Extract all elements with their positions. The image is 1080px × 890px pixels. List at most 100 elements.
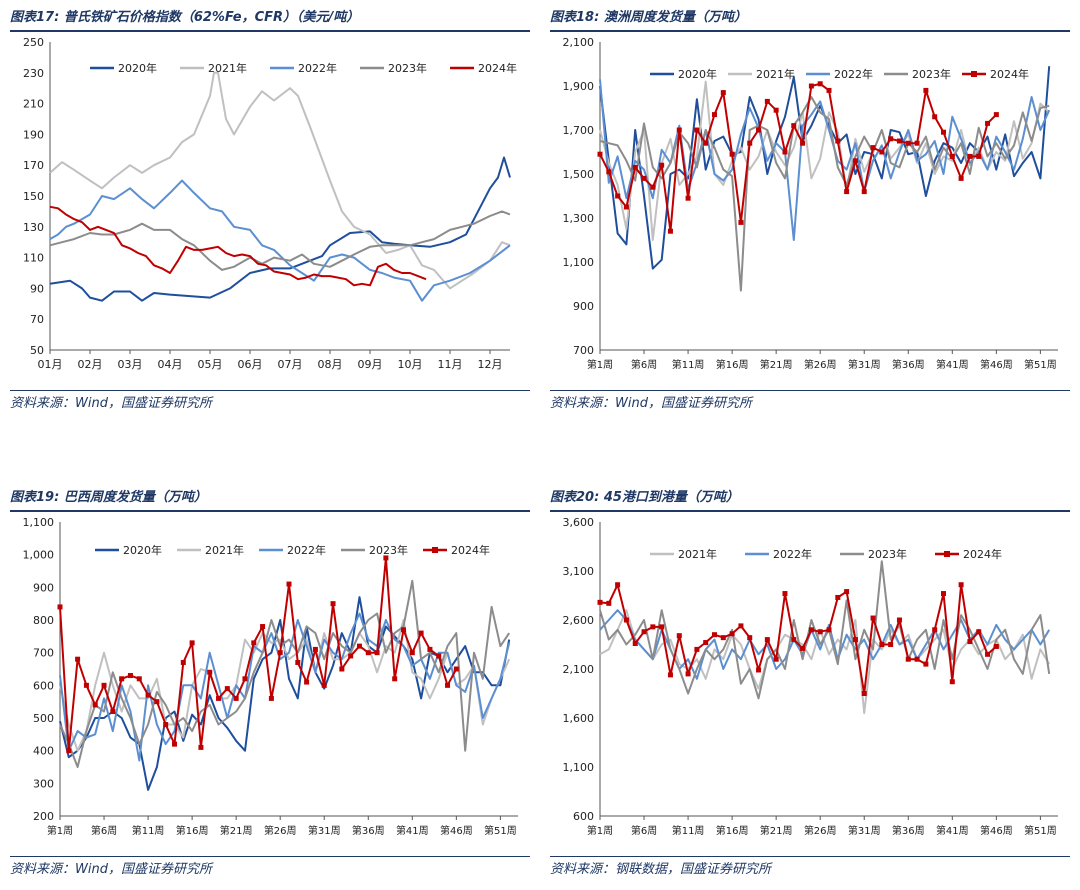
series-line-2021年: [49, 71, 511, 290]
series-point: [667, 672, 673, 678]
series-point: [747, 635, 753, 641]
series-point: [896, 617, 902, 623]
source-rule: [10, 390, 530, 391]
series-point: [383, 555, 389, 561]
legend-label: 2021年: [208, 61, 247, 75]
series-point: [409, 650, 415, 656]
series-point: [764, 98, 770, 104]
series-point: [976, 629, 982, 635]
y-tick-label: 3,100: [563, 565, 595, 578]
title-rule: [10, 30, 530, 32]
series-point: [703, 640, 709, 646]
y-tick-label: 250: [23, 36, 44, 49]
title-rule: [550, 30, 1070, 32]
chart-title: 图表20: 45港口到港量（万吨）: [550, 490, 739, 505]
x-tick-label: 第21周: [760, 358, 793, 371]
series-point: [782, 591, 788, 597]
x-tick-label: 第26周: [804, 358, 837, 371]
legend-label: 2022年: [298, 61, 337, 75]
series-point: [623, 204, 629, 210]
y-tick-label: 1,700: [563, 124, 595, 137]
series-point: [905, 656, 911, 662]
series-point: [145, 692, 151, 698]
series-point: [870, 145, 876, 151]
chart-title: 图表17: 普氏铁矿石价格指数（62%Fe，CFR）（美元/吨）: [10, 10, 360, 25]
series-point: [800, 140, 806, 146]
x-tick-label: 第21周: [760, 824, 793, 837]
series-point: [659, 162, 665, 168]
series-point: [66, 748, 72, 754]
series-point: [597, 599, 603, 605]
series-point: [720, 635, 726, 641]
x-tick-label: 第16周: [716, 824, 749, 837]
series-point: [136, 676, 142, 682]
x-tick-label: 第36周: [892, 824, 925, 837]
x-tick-label: 第46周: [980, 824, 1013, 837]
series-point: [216, 695, 222, 701]
series-point: [445, 682, 451, 688]
chart-title: 图表18: 澳洲周度发货量（万吨）: [550, 10, 747, 25]
series-line-2024年: [49, 205, 427, 287]
series-point: [676, 633, 682, 639]
x-tick-label: 第11周: [672, 358, 705, 371]
x-tick-label: 第16周: [716, 358, 749, 371]
series-point: [427, 646, 433, 652]
source-rule: [550, 390, 1070, 391]
series-point: [339, 666, 345, 672]
title-rule: [550, 510, 1070, 512]
series-point: [685, 671, 691, 677]
series-point: [189, 640, 195, 646]
x-tick-label: 第1周: [587, 824, 613, 837]
y-tick-label: 900: [33, 581, 54, 594]
series-point: [606, 169, 612, 175]
series-point: [172, 741, 177, 747]
series-point: [993, 112, 999, 118]
x-tick-label: 08月: [318, 358, 343, 371]
legend-label: 2021年: [205, 543, 244, 557]
series-point: [738, 219, 744, 225]
series-point: [985, 120, 991, 126]
series-point: [914, 656, 920, 662]
x-tick-label: 第46周: [440, 824, 473, 837]
y-tick-label: 1,300: [563, 212, 595, 225]
series-point: [694, 646, 700, 652]
series-line-2024年: [599, 82, 998, 233]
series-point: [791, 123, 797, 129]
series-point: [356, 643, 362, 649]
x-tick-label: 第6周: [631, 824, 657, 837]
series-point: [923, 87, 929, 93]
series-point: [808, 627, 814, 633]
series-point: [712, 112, 717, 118]
x-tick-label: 第41周: [936, 824, 969, 837]
chart-source: 资料来源：Wind，国盛证券研究所: [10, 396, 212, 411]
series-point: [597, 151, 603, 157]
series-point: [75, 656, 81, 662]
series-point: [791, 637, 797, 643]
legend-label: 2024年: [478, 61, 517, 75]
title-rule: [10, 510, 530, 512]
series-point: [436, 653, 442, 659]
series-point: [879, 642, 885, 647]
y-tick-label: 1,100: [563, 256, 595, 269]
series-point: [224, 686, 230, 692]
series-point: [932, 114, 938, 120]
series-point: [764, 637, 770, 643]
series-point: [844, 589, 850, 595]
x-tick-label: 第36周: [352, 824, 385, 837]
y-tick-label: 2,600: [563, 614, 595, 627]
legend-label: 2023年: [369, 543, 408, 557]
series-point: [260, 624, 266, 630]
series-point: [703, 140, 709, 146]
series-point: [835, 594, 841, 600]
x-tick-label: 第51周: [484, 824, 517, 837]
series-point: [632, 164, 638, 170]
y-tick-label: 600: [573, 810, 594, 823]
series-point: [127, 673, 133, 679]
series-point: [932, 627, 938, 633]
y-tick-label: 110: [23, 252, 44, 265]
legend-label: 2020年: [678, 67, 717, 81]
series-point: [330, 601, 336, 607]
series-point: [879, 149, 885, 155]
source-rule: [10, 856, 530, 857]
y-tick-label: 300: [33, 777, 54, 790]
